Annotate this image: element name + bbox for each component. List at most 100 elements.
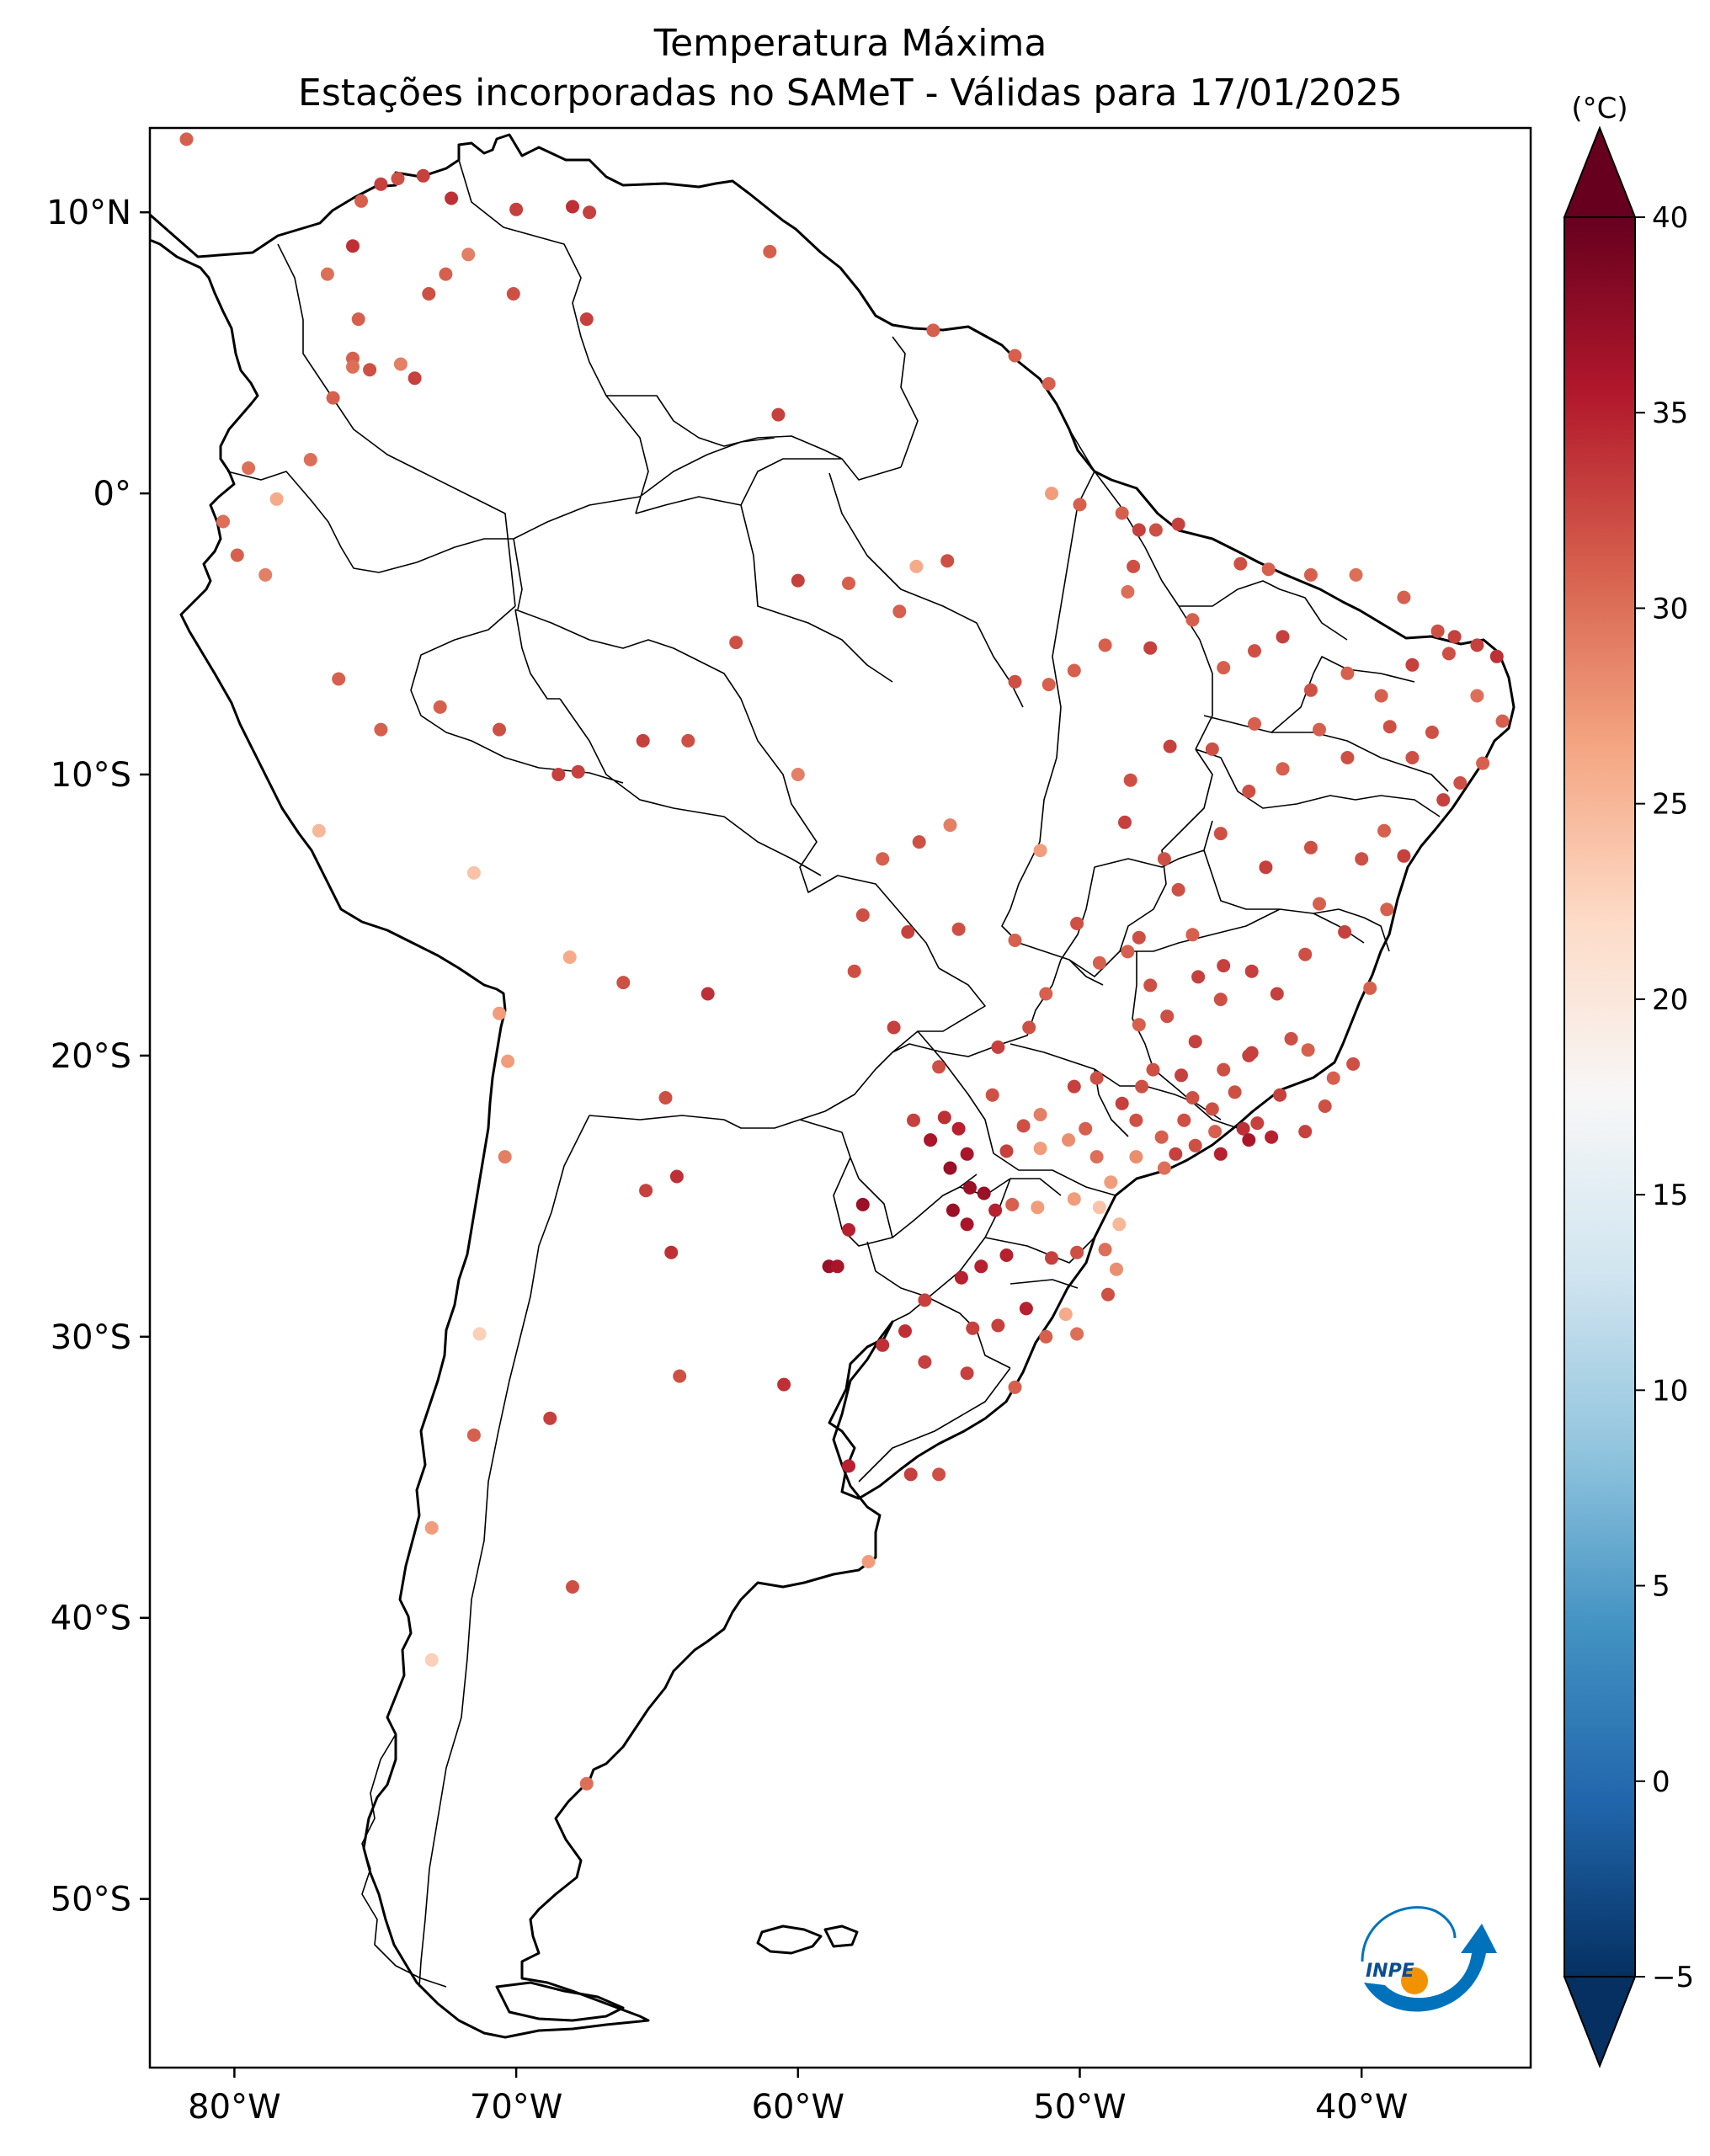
station-dot (1228, 1085, 1242, 1099)
station-dot (847, 964, 861, 978)
station-dot (1276, 762, 1290, 776)
station-dot (354, 194, 368, 208)
station-dot (1039, 1329, 1053, 1344)
colorbar-extend-max (1563, 125, 1637, 218)
country-borders (226, 159, 1449, 1988)
map-frame (148, 126, 1532, 2069)
station-dot (999, 1144, 1014, 1158)
station-dot (332, 672, 346, 686)
station-dot (636, 733, 650, 748)
station-dot (472, 1327, 487, 1341)
latitude-axis: 10°N 0° 10°S 20°S 30°S 40°S 50°S (46, 194, 150, 1919)
station-dot (1205, 1102, 1219, 1116)
logo-text: INPE (1366, 1961, 1414, 1982)
station-dot (988, 1203, 1003, 1217)
station-dot (424, 1520, 439, 1535)
colorbar-tick-label: 5 (1652, 1570, 1670, 1604)
station-dot (1089, 1150, 1104, 1164)
station-dot (951, 922, 966, 936)
station-dot (1242, 785, 1256, 798)
station-dot (1089, 1071, 1104, 1085)
station-dot (937, 1110, 951, 1125)
map-panel (150, 128, 1531, 2068)
station-dot (1092, 956, 1106, 970)
lat-tick-label: 50°S (51, 1881, 131, 1919)
station-dot (439, 267, 453, 281)
station-dot (1171, 882, 1185, 897)
station-dot (1276, 630, 1290, 644)
station-dot (892, 604, 907, 619)
station-dot (1470, 689, 1484, 703)
lat-tick-label: 30°S (51, 1318, 131, 1357)
station-dot (1079, 1121, 1093, 1136)
station-dot (566, 1580, 579, 1594)
station-dot (374, 177, 388, 191)
colorbar-tick-label: 0 (1652, 1765, 1670, 1799)
station-dot (1397, 849, 1411, 863)
station-dot (1217, 661, 1231, 675)
station-dot (932, 1467, 946, 1482)
station-dot (1441, 647, 1456, 661)
lon-tick-label: 80°W (188, 2088, 280, 2127)
station-dot (1092, 1200, 1106, 1215)
lat-tick-label: 10°N (46, 194, 131, 232)
station-dot (303, 453, 317, 466)
station-dot (658, 1091, 673, 1105)
station-dot (842, 1222, 855, 1237)
station-dot (1430, 624, 1445, 638)
station-dot (1213, 827, 1228, 841)
station-dot (1405, 657, 1420, 672)
station-dot (1101, 1287, 1115, 1302)
station-dot (1259, 860, 1273, 875)
station-dot (326, 391, 340, 405)
station-dot (346, 239, 360, 253)
station-dot (1112, 1217, 1127, 1232)
colorbar-tick-label: 35 (1652, 397, 1688, 430)
station-dot (351, 312, 365, 327)
station-dot (416, 168, 430, 183)
lat-tick-label: 40°S (51, 1600, 131, 1638)
station-dot (1022, 1020, 1036, 1035)
tierra-del-fuego-coastline (495, 1981, 625, 2022)
station-dot (1019, 1302, 1033, 1316)
station-dot (1298, 1125, 1313, 1139)
station-dot (1188, 1035, 1202, 1049)
station-dot (763, 244, 777, 258)
station-dot (1008, 934, 1022, 947)
station-dot (1346, 1057, 1361, 1071)
station-dot (1425, 725, 1439, 739)
station-dot (1129, 1113, 1143, 1127)
station-dot (1163, 739, 1177, 753)
station-dot (1208, 1125, 1223, 1139)
station-dot (1233, 556, 1248, 571)
falkland-islands-coastline (756, 1924, 859, 1955)
station-dot (861, 1555, 876, 1568)
station-dot (445, 191, 459, 205)
station-dot (1070, 1245, 1084, 1259)
station-dot (1447, 630, 1462, 644)
station-dot (363, 363, 377, 377)
station-dot (681, 733, 695, 748)
station-dot (1118, 815, 1132, 829)
station-dot (393, 357, 408, 371)
station-dot (991, 1040, 1005, 1054)
station-dot (242, 461, 256, 475)
station-dot (1008, 349, 1022, 363)
station-dot (1045, 1251, 1058, 1265)
station-dot (1067, 1079, 1081, 1094)
colorbar-frame (1564, 216, 1636, 1978)
station-dot (903, 1467, 918, 1482)
station-dot (912, 835, 926, 849)
station-dot (1188, 1138, 1202, 1153)
station-dot (1301, 1043, 1315, 1057)
colorbar-tick-label: 15 (1652, 1179, 1688, 1212)
station-dot (1098, 638, 1112, 652)
lat-tick-label: 20°S (51, 1037, 131, 1076)
colorbar-tick-label: 10 (1652, 1374, 1688, 1408)
station-dot (1104, 1175, 1118, 1190)
station-dot (974, 1259, 988, 1274)
station-dot (1062, 1133, 1076, 1147)
logo-orange-dot (1401, 1967, 1428, 1994)
station-dot (1041, 678, 1056, 692)
